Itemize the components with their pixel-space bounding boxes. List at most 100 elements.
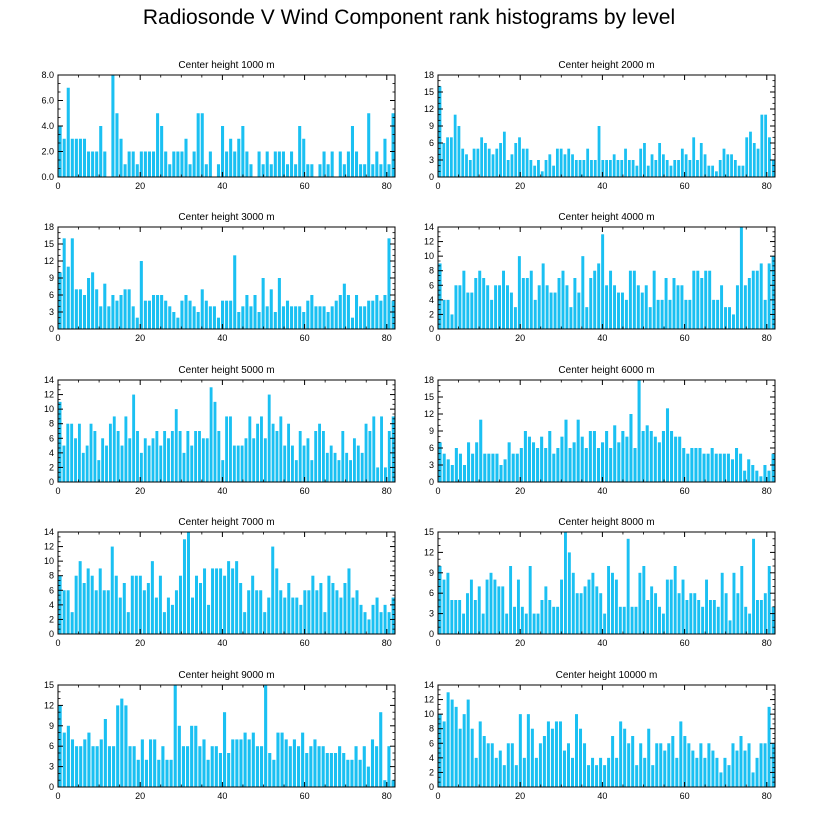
bar — [732, 572, 736, 634]
bar — [239, 583, 243, 634]
bar — [346, 759, 350, 787]
bar — [168, 306, 172, 329]
bar — [169, 759, 173, 787]
bar — [462, 465, 467, 482]
bar — [280, 732, 284, 787]
bar — [326, 312, 330, 329]
bar — [195, 575, 199, 634]
bar — [317, 746, 321, 787]
bar — [490, 743, 494, 787]
bar — [701, 606, 705, 634]
y-tick-label: 10 — [424, 251, 434, 261]
bar — [664, 278, 668, 329]
bar — [739, 736, 743, 787]
bar — [477, 586, 481, 634]
bar — [307, 590, 311, 634]
y-tick-label: 14 — [44, 527, 54, 537]
bar — [216, 164, 221, 177]
bar — [347, 568, 351, 634]
bar — [478, 270, 482, 329]
bar — [375, 295, 379, 329]
bar — [724, 307, 728, 329]
plot-frame — [437, 531, 776, 635]
bar — [752, 143, 756, 177]
bar — [630, 606, 634, 634]
bar — [590, 160, 593, 177]
bar — [611, 736, 615, 787]
bar — [679, 721, 683, 787]
panel-6: Center height 6000 m 0 20 40 60 80 0 3 6 9 12 15 18 — [424, 365, 776, 496]
bar — [442, 721, 446, 787]
panel-2: Center height 2000 m 0 20 40 60 80 0 3 6 9 12 15 18 — [424, 60, 776, 191]
bar — [233, 255, 237, 329]
bar — [229, 300, 233, 329]
bar — [66, 87, 70, 177]
bar — [298, 306, 302, 329]
bar — [371, 300, 375, 329]
bar — [322, 431, 325, 482]
bar — [327, 575, 331, 634]
bar — [623, 728, 627, 787]
bar — [265, 306, 269, 329]
x-tick-label: 60 — [300, 181, 310, 191]
bar — [265, 151, 269, 177]
bar — [325, 753, 329, 787]
bar — [470, 292, 474, 329]
bar — [158, 575, 162, 634]
x-tick-label: 20 — [515, 333, 525, 343]
bar — [172, 312, 176, 329]
bar — [499, 465, 503, 482]
bar — [110, 546, 114, 634]
bar — [310, 295, 314, 329]
bar — [767, 263, 771, 329]
bar — [566, 743, 570, 787]
bar — [330, 151, 334, 177]
y-tick-label: 6 — [49, 741, 54, 751]
bar — [692, 270, 696, 329]
bar — [453, 114, 457, 177]
bar — [546, 721, 550, 787]
bar — [391, 416, 395, 482]
bar — [213, 401, 217, 482]
panel-9: Center height 9000 m 0 20 40 60 80 0 3 6 9 12 15 — [44, 670, 396, 801]
bar — [711, 750, 715, 787]
bar — [115, 300, 119, 329]
bar — [507, 442, 511, 482]
bar — [362, 746, 366, 787]
bar — [450, 465, 454, 482]
bar — [164, 300, 168, 329]
bar — [186, 746, 190, 787]
y-tick-label: 6 — [49, 433, 54, 443]
bar — [536, 448, 540, 482]
bar — [529, 270, 533, 329]
bar — [302, 138, 306, 177]
bar — [537, 285, 541, 329]
bar — [70, 138, 74, 177]
bar — [203, 568, 207, 634]
bar — [322, 151, 326, 177]
bar — [199, 583, 203, 634]
bar — [128, 746, 132, 787]
bar — [747, 459, 751, 482]
bar — [295, 597, 299, 634]
bar — [615, 757, 619, 787]
bar — [142, 590, 146, 634]
bar — [578, 160, 582, 177]
bar — [715, 757, 719, 787]
x-tick-label: 80 — [382, 791, 392, 801]
bar — [204, 300, 208, 329]
bar — [387, 164, 391, 177]
bar — [631, 736, 635, 787]
bar — [132, 394, 136, 482]
bar — [214, 746, 218, 787]
x-tick-label: 0 — [55, 638, 60, 648]
bar — [588, 431, 592, 482]
bar — [665, 160, 669, 177]
bar — [383, 138, 387, 177]
bar — [529, 160, 533, 177]
bar — [714, 453, 718, 482]
plot-frame — [57, 379, 396, 483]
bar — [132, 746, 136, 787]
bar — [194, 431, 198, 482]
x-tick-label: 40 — [217, 333, 227, 343]
